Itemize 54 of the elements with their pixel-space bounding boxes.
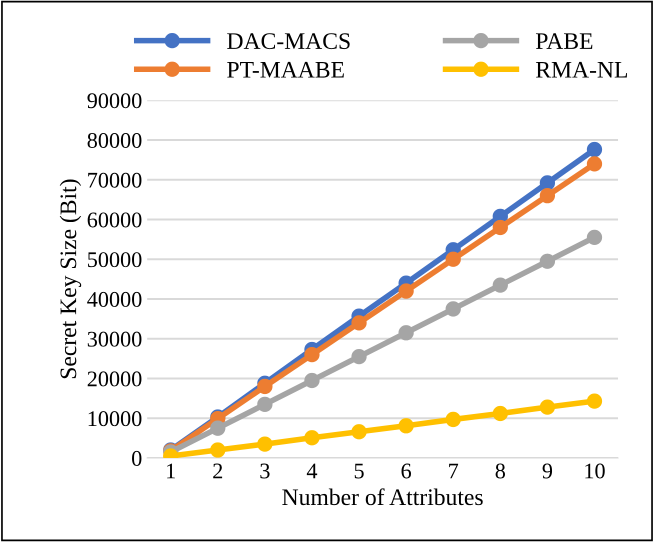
- point: [586, 394, 602, 409]
- legend-label: PT-MAABE: [227, 62, 344, 78]
- point: [586, 156, 602, 172]
- point: [351, 424, 367, 440]
- point: [540, 188, 556, 204]
- point: [304, 347, 320, 362]
- y-tick-label: 60000: [88, 212, 142, 228]
- y-tick-label: 20000: [88, 371, 142, 386]
- point: [304, 430, 320, 446]
- point: [492, 277, 508, 293]
- y-tick-label: 90000: [87, 93, 142, 108]
- point: [586, 142, 602, 158]
- point: [446, 301, 461, 317]
- legend-label: RMA-NL: [536, 62, 627, 78]
- y-axis-title: Secret Key Size (Bit): [60, 180, 82, 378]
- x-tick-label: 1: [167, 464, 175, 478]
- point: [257, 378, 273, 394]
- x-tick-label: 8: [496, 463, 506, 478]
- x-tick-label: 9: [542, 464, 552, 478]
- x-tick-label: 3: [260, 464, 270, 478]
- point: [351, 348, 367, 364]
- y-tick-label: 40000: [87, 292, 142, 307]
- y-tick-label: 70000: [88, 172, 142, 188]
- point: [257, 436, 273, 452]
- point: [398, 418, 414, 434]
- point: [540, 254, 556, 269]
- x-tick-label: 10: [585, 463, 605, 478]
- point: [540, 175, 556, 191]
- x-tick-label: 2: [213, 464, 222, 478]
- y-tick-label: 10000: [88, 411, 142, 426]
- y-tick-label: 0: [132, 450, 142, 466]
- point: [540, 399, 556, 415]
- point: [492, 220, 508, 236]
- point: [398, 325, 414, 340]
- x-tick-label: 7: [449, 464, 458, 478]
- point: [398, 283, 414, 299]
- point: [446, 412, 461, 428]
- point: [210, 442, 226, 458]
- point: [446, 252, 461, 267]
- x-axis-title: Number of Attributes: [282, 488, 483, 506]
- point: [257, 396, 273, 412]
- y-tick-label: 80000: [88, 132, 142, 148]
- y-tick-label: 30000: [88, 332, 142, 347]
- x-tick-label: 6: [402, 464, 412, 478]
- point: [351, 315, 367, 330]
- point: [210, 420, 226, 436]
- legend-label: PABE: [536, 33, 592, 49]
- point: [586, 230, 602, 246]
- point: [304, 372, 320, 388]
- point: [492, 406, 508, 422]
- y-tick-label: 50000: [88, 252, 142, 268]
- legend-label: DAC-MACS: [227, 33, 350, 50]
- x-tick-label: 4: [306, 464, 318, 478]
- x-tick-label: 5: [354, 464, 364, 478]
